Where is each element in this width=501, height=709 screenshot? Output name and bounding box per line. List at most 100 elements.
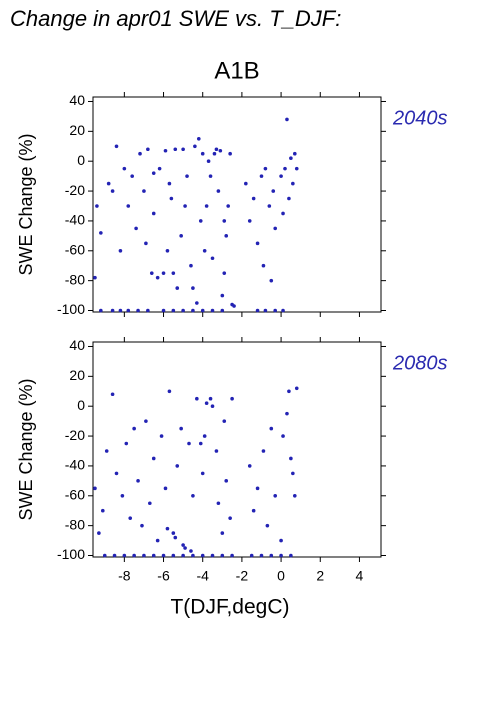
x-tick-label: 4 (356, 568, 364, 584)
point (191, 553, 195, 558)
point (287, 389, 291, 394)
point (214, 449, 219, 453)
point (220, 553, 225, 558)
y-tick-label: -60 (65, 241, 85, 257)
point (210, 308, 215, 313)
point (214, 147, 219, 152)
point (122, 553, 127, 558)
point (196, 137, 201, 141)
point (210, 256, 215, 261)
point (181, 543, 185, 547)
point (281, 211, 285, 216)
point (183, 546, 187, 550)
point (187, 441, 191, 446)
point (151, 211, 156, 216)
point (202, 248, 207, 253)
point (179, 234, 183, 238)
point (126, 204, 131, 208)
point (151, 456, 156, 461)
point (112, 553, 117, 558)
point (189, 549, 193, 553)
y-tick-label: 0 (77, 152, 85, 168)
point (281, 308, 285, 313)
point (285, 411, 289, 416)
point (195, 396, 199, 401)
point (95, 204, 99, 208)
point (255, 241, 260, 246)
x-tick-label: -2 (236, 568, 249, 584)
point (118, 248, 123, 253)
point (148, 501, 152, 506)
point (249, 553, 254, 558)
point (244, 181, 248, 186)
point (93, 486, 97, 491)
point (291, 471, 295, 476)
point (291, 181, 295, 186)
point (210, 553, 215, 558)
point (191, 286, 195, 290)
point (247, 219, 252, 223)
point (114, 471, 119, 476)
point (155, 538, 160, 543)
point (292, 493, 297, 498)
point (155, 275, 160, 280)
point (216, 501, 221, 506)
point (179, 426, 183, 431)
point (134, 226, 138, 231)
point (200, 553, 205, 558)
point (151, 553, 156, 558)
point (279, 538, 283, 543)
point (265, 523, 270, 528)
point (228, 516, 232, 520)
page-title: Change in apr01 SWE vs. T_DJF: (10, 6, 341, 31)
point (216, 189, 221, 193)
point (285, 117, 289, 122)
point (126, 308, 131, 313)
point (142, 189, 146, 193)
point (120, 493, 125, 498)
point (263, 308, 268, 313)
point (269, 426, 274, 431)
point (100, 508, 105, 513)
y-tick-label: -20 (65, 182, 85, 198)
point (191, 493, 195, 498)
point (255, 486, 260, 491)
point (122, 166, 127, 171)
point (294, 386, 299, 391)
point (292, 151, 297, 156)
point (279, 174, 283, 178)
point (171, 531, 176, 535)
point (191, 308, 195, 313)
point (251, 196, 256, 201)
point (163, 148, 168, 153)
point (267, 204, 272, 208)
point (171, 553, 176, 558)
point (99, 231, 103, 235)
point (226, 204, 230, 208)
plot-frame (92, 96, 382, 313)
point (161, 271, 166, 275)
point (181, 553, 185, 558)
point (159, 434, 164, 438)
point (161, 553, 166, 558)
point (232, 304, 236, 308)
point (165, 526, 170, 531)
x-tick-label: 2 (316, 568, 324, 584)
point (251, 508, 256, 513)
point (102, 553, 107, 558)
point (220, 531, 225, 535)
point (273, 308, 278, 313)
point (173, 535, 178, 540)
point (230, 396, 234, 401)
point (255, 308, 260, 313)
point (195, 301, 199, 305)
y-tick-label: -80 (65, 516, 85, 532)
point (183, 204, 187, 208)
point (181, 147, 185, 152)
y-tick-label: 0 (77, 397, 85, 413)
y-tick-label: 40 (69, 337, 85, 353)
point (283, 166, 287, 171)
point (222, 419, 227, 423)
point (224, 234, 229, 238)
x-tick-label: -8 (118, 568, 131, 584)
